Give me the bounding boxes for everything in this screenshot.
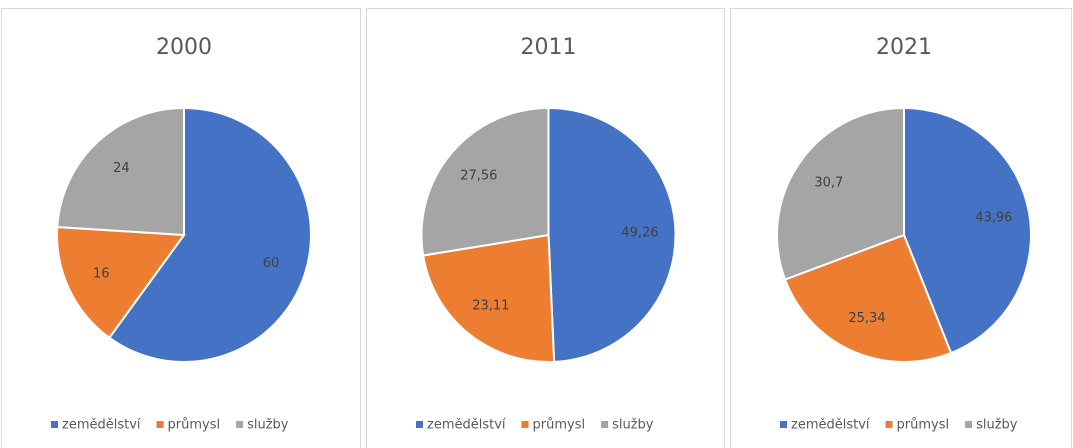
data-label: 60: [263, 256, 280, 271]
legend-label: služby: [976, 418, 1018, 433]
pie-slice: [547, 106, 677, 363]
data-label: 24: [113, 161, 130, 176]
pie-slice: [56, 225, 186, 340]
legend-swatch: [965, 421, 973, 428]
legend-swatch: [521, 421, 529, 428]
data-label: 30,7: [814, 175, 843, 190]
data-label: 49,26: [621, 225, 658, 240]
legend-label: zemědělství: [427, 418, 506, 433]
legend-swatch: [885, 421, 893, 428]
legend-label: zemědělství: [791, 418, 870, 433]
legend-label: průmysl: [533, 418, 586, 433]
legend-label: služby: [247, 418, 289, 433]
data-label: 27,56: [460, 168, 497, 183]
chart-title: 2021: [876, 35, 932, 60]
pie-slice: [776, 106, 905, 281]
legend-swatch: [601, 421, 609, 428]
data-label: 25,34: [848, 311, 885, 326]
legend-swatch: [416, 421, 423, 428]
pie-slice: [56, 106, 185, 237]
legend-swatch: [780, 421, 787, 428]
legend-swatch: [236, 421, 244, 428]
data-label: 43,96: [975, 210, 1012, 225]
data-label: 23,11: [472, 298, 509, 313]
legend-label: zemědělství: [62, 418, 141, 433]
pie-slice: [903, 106, 1032, 355]
legend-label: služby: [612, 418, 654, 433]
pie-slice: [107, 106, 312, 363]
legend-label: průmysl: [168, 418, 221, 433]
chart-title: 2000: [156, 35, 212, 60]
pie-slice: [422, 233, 556, 363]
legend-swatch: [156, 421, 164, 428]
legend-label: průmysl: [897, 418, 950, 433]
data-label: 16: [93, 266, 110, 281]
chart-title: 2011: [521, 35, 577, 60]
legend-swatch: [51, 421, 58, 428]
pie-slice: [783, 233, 953, 363]
pie-slice: [420, 106, 550, 257]
